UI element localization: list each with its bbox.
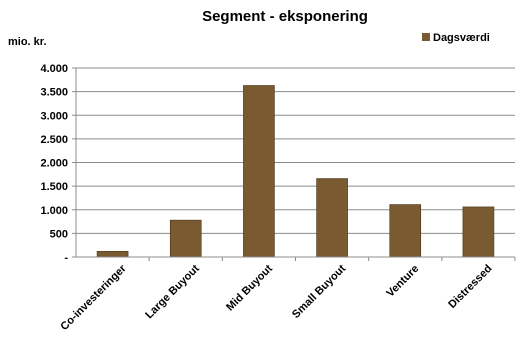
x-tick-label: Large Buyout [143, 262, 202, 321]
x-tick-label: Venture [384, 263, 421, 300]
bar-large-buyout [169, 219, 202, 258]
x-tick-label: Small Buyout [290, 262, 348, 320]
bar-co-investeringer [96, 251, 129, 258]
bars [96, 85, 495, 258]
y-axis-ticks: - 500 1.000 1.500 2.000 2.500 3.000 3.500 4.000 [40, 63, 77, 264]
x-tick-label: Mid Buyout [224, 262, 275, 313]
x-axis-ticks: Co-investeringer Large Buyout Mid Buyout Sm… [58, 257, 516, 333]
legend-label: Dagsværdi [433, 32, 490, 44]
legend: Dagsværdi [422, 32, 490, 44]
chart-title: Segment - eksponering [202, 8, 368, 25]
bar-venture [389, 204, 422, 258]
y-tick-label: 1.000 [40, 205, 68, 217]
legend-swatch [422, 33, 430, 41]
y-tick-label: 3.000 [40, 110, 68, 122]
y-tick-label: 1.500 [40, 181, 68, 193]
x-tick-label: Distressed [446, 263, 494, 311]
bar-small-buyout [316, 178, 348, 258]
bar-mid-buyout [243, 85, 275, 258]
x-tick-label: Co-investeringer [58, 262, 129, 333]
bar-distressed [462, 206, 495, 258]
y-tick-label: 4.000 [40, 63, 68, 75]
y-tick-label: 500 [50, 228, 68, 240]
gridlines [76, 67, 515, 234]
y-tick-label: 2.000 [40, 158, 68, 170]
y-unit-label: mio. kr. [8, 36, 47, 48]
y-tick-label: 2.500 [40, 134, 68, 146]
y-tick-label: 3.500 [40, 87, 68, 99]
y-tick-label: - [64, 252, 68, 264]
